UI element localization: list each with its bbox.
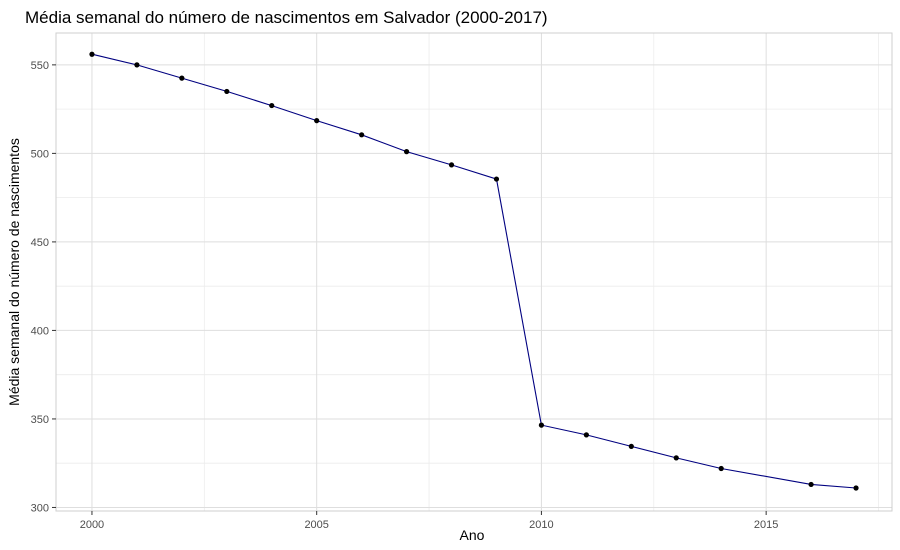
y-tick-label: 450 (31, 237, 49, 249)
series (89, 51, 859, 491)
plot-panel (55, 32, 893, 512)
data-point (359, 132, 365, 138)
x-axis-title: Ano (460, 527, 485, 543)
y-tick-label: 550 (31, 60, 49, 72)
x-tick-label: 2000 (80, 519, 104, 531)
data-point (673, 455, 679, 461)
data-point (718, 465, 724, 472)
y-axis-title: Média semanal do número de nascimentos (6, 138, 22, 406)
data-point (583, 432, 589, 438)
data-point (314, 118, 320, 124)
data-point (179, 75, 185, 81)
data-point (628, 443, 634, 449)
grid (56, 33, 892, 511)
data-point (493, 176, 500, 182)
y-tick-label: 350 (31, 414, 49, 426)
data-point (853, 485, 859, 491)
x-tick-label: 2005 (304, 519, 328, 531)
data-point (538, 422, 545, 428)
data-point (269, 102, 275, 109)
y-tick-label: 300 (31, 502, 49, 514)
data-point (403, 149, 410, 155)
axis-ticks: 2000 2005 2010 2015 300 350 400 450 500 550 (31, 60, 779, 531)
x-tick-label: 2015 (754, 519, 778, 531)
y-tick-label: 400 (31, 325, 49, 337)
data-point (448, 162, 455, 168)
data-point (224, 88, 230, 95)
y-tick-label: 500 (31, 148, 49, 160)
data-point (134, 62, 140, 68)
series-line (91, 53, 857, 489)
data-point (89, 51, 95, 57)
x-tick-label: 2010 (529, 519, 553, 531)
chart-title: Média semanal do número de nascimentos e… (25, 8, 548, 27)
data-point (808, 481, 814, 488)
